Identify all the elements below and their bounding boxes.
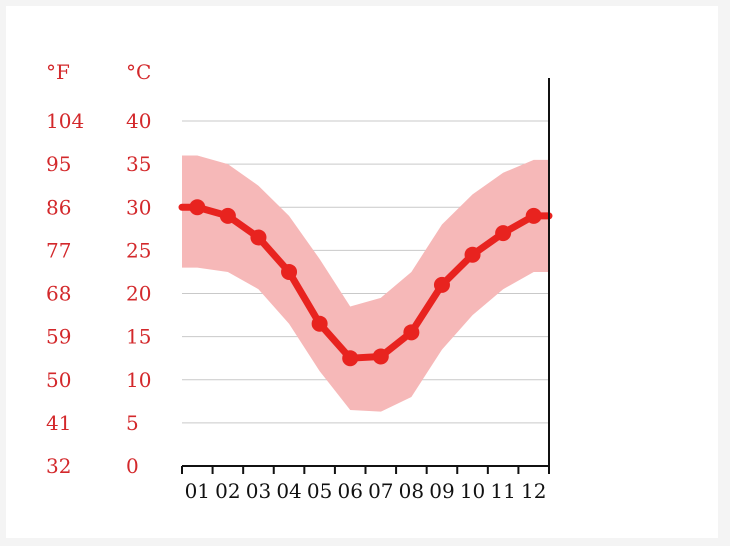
fahrenheit-tick-label: 32: [46, 454, 71, 478]
celsius-tick-label: 20: [126, 282, 151, 306]
x-tick-label: 11: [490, 479, 515, 503]
x-tick-label: 06: [337, 479, 362, 503]
y-tick-labels: 40 104 35 95 30 86 25 77 20 68 15 59 10 50 5 41 0 32: [46, 109, 151, 478]
fahrenheit-tick-label: 104: [46, 109, 84, 133]
celsius-tick-label: 10: [126, 368, 151, 392]
fahrenheit-tick-label: 77: [46, 238, 71, 262]
celsius-tick-label: 15: [126, 325, 151, 349]
x-axis: 01 02 03 04 05 06 07 08 09 10 11 12: [181, 78, 550, 503]
fahrenheit-tick-label: 59: [46, 325, 71, 349]
chart-card: °F °C 40 104 35 95 30 86 25 77 20 68 15 59 10 50 5 41 0 3…: [6, 6, 718, 538]
data-point-marker: [189, 199, 206, 216]
x-tick-label: 12: [521, 479, 546, 503]
x-tick-label: 01: [185, 479, 210, 503]
celsius-tick-label: 40: [126, 109, 151, 133]
data-point-marker: [372, 348, 389, 365]
data-point-marker: [525, 207, 542, 224]
data-point-marker: [342, 350, 359, 367]
data-point-marker: [311, 315, 328, 332]
x-tick-label: 07: [368, 479, 393, 503]
x-tick-label: 09: [429, 479, 454, 503]
fahrenheit-tick-label: 95: [46, 152, 71, 176]
celsius-tick-label: 35: [126, 152, 151, 176]
series-group: [178, 199, 553, 367]
celsius-tick-label: 25: [126, 238, 151, 262]
fahrenheit-tick-label: 41: [46, 411, 71, 435]
data-point-marker: [433, 276, 450, 293]
x-tick-label: 10: [460, 479, 485, 503]
data-point-marker: [495, 225, 512, 242]
range-band-group: [182, 155, 549, 412]
x-tick-label: 08: [399, 479, 424, 503]
fahrenheit-tick-label: 68: [46, 282, 71, 306]
data-point-marker: [281, 263, 298, 280]
fahrenheit-unit-label: °F: [46, 60, 70, 84]
fahrenheit-tick-label: 50: [46, 368, 71, 392]
x-tick-label: 05: [307, 479, 332, 503]
data-point-marker: [250, 229, 267, 246]
x-tick-label: 04: [276, 479, 301, 503]
celsius-tick-label: 0: [126, 454, 139, 478]
x-tick-label: 02: [215, 479, 240, 503]
climate-chart: °F °C 4010435953086257720681559105054103…: [46, 60, 553, 503]
celsius-tick-label: 30: [126, 195, 151, 219]
temperature-range-band: [182, 155, 549, 412]
data-point-marker: [464, 246, 481, 263]
x-tick-label: 03: [246, 479, 271, 503]
celsius-tick-label: 5: [126, 411, 139, 435]
data-point-marker: [403, 324, 420, 341]
fahrenheit-tick-label: 86: [46, 195, 71, 219]
data-point-marker: [219, 207, 236, 224]
celsius-unit-label: °C: [126, 60, 151, 84]
